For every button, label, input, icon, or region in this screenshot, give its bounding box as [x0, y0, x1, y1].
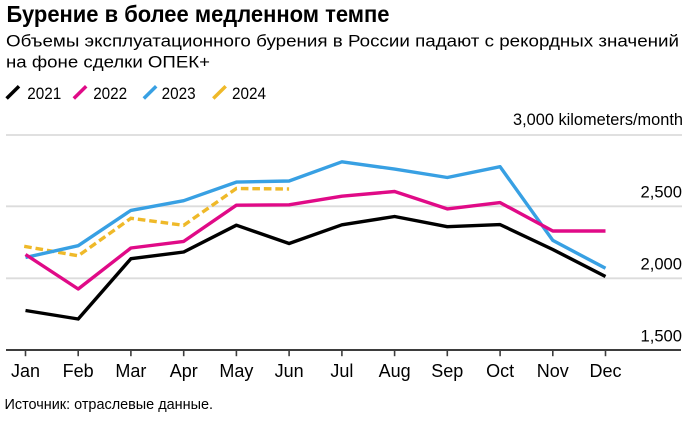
svg-text:Apr: Apr — [170, 361, 198, 381]
svg-text:Бурение в более медленном темп: Бурение в более медленном темпе — [7, 1, 390, 27]
svg-text:1,500: 1,500 — [641, 327, 683, 346]
svg-text:3,000 kilometers/month: 3,000 kilometers/month — [513, 110, 683, 129]
svg-text:2022: 2022 — [93, 84, 127, 103]
svg-text:на фоне сделки ОПЕК+: на фоне сделки ОПЕК+ — [6, 53, 210, 72]
svg-text:2024: 2024 — [232, 84, 266, 103]
svg-text:Источник: отраслевые данные.: Источник: отраслевые данные. — [5, 396, 214, 413]
svg-text:Mar: Mar — [115, 361, 146, 381]
svg-text:Dec: Dec — [589, 361, 621, 381]
svg-text:2,000: 2,000 — [641, 255, 683, 274]
svg-text:Aug: Aug — [379, 361, 411, 381]
svg-text:Объемы эксплуатационного бурен: Объемы эксплуатационного бурения в Росси… — [6, 32, 679, 51]
svg-text:Jan: Jan — [11, 361, 40, 381]
svg-text:2,500: 2,500 — [641, 183, 683, 202]
svg-text:Feb: Feb — [63, 361, 94, 381]
svg-text:Jun: Jun — [275, 361, 304, 381]
svg-text:2023: 2023 — [162, 84, 196, 103]
svg-text:May: May — [219, 361, 253, 381]
svg-text:Jul: Jul — [330, 361, 353, 381]
svg-text:2021: 2021 — [27, 84, 61, 103]
svg-text:Oct: Oct — [486, 361, 514, 381]
svg-text:Sep: Sep — [431, 361, 463, 381]
svg-text:Nov: Nov — [537, 361, 569, 381]
